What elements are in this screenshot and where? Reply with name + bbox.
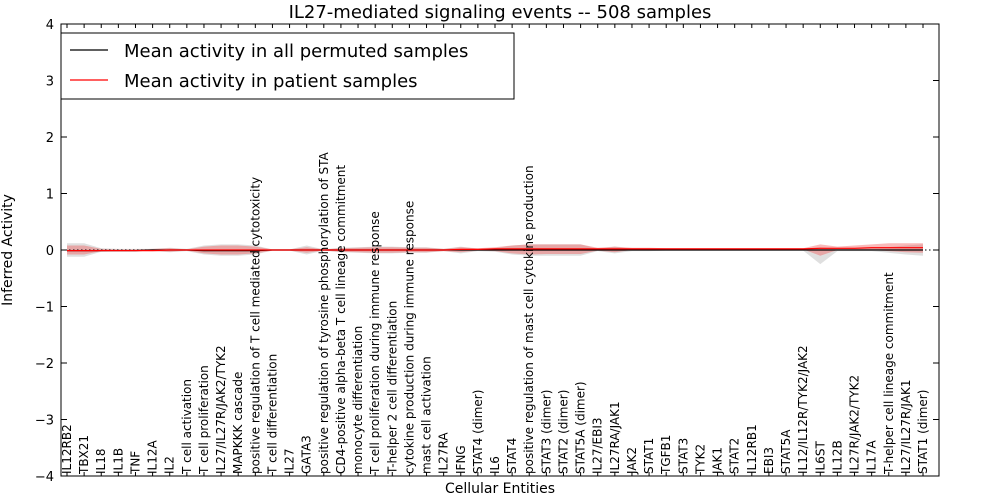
x-category-label: IL17A [865,440,879,474]
legend-label-permuted: Mean activity in all permuted samples [124,41,468,62]
x-category-label: IL6 [488,456,502,474]
x-category-label: IL12B [830,440,844,474]
x-category-label: IL12RB1 [745,424,759,474]
x-category-label: IL27/IL27R/JAK1 [899,380,913,474]
x-category-label: IL12RB2 [60,424,74,474]
x-category-label: STAT2 (dimer) [557,390,571,474]
x-category-label: IL12/IL12R/TYK2/JAK2 [796,345,810,474]
x-category-label: T-helper cell lineage commitment [882,272,896,475]
y-tick-label: 3 [46,75,54,90]
x-category-label: IL27/IL27R/JAK2/TYK2 [214,345,228,474]
x-category-label: STAT4 [505,438,519,474]
x-category-label: STAT2 [728,438,742,474]
x-category-label: TGFB1 [659,435,673,475]
y-tick-label: −2 [35,357,54,372]
x-axis-label: Cellular Entities [445,481,555,497]
x-category-label: IL18 [94,449,108,475]
y-tick-label: 1 [46,188,54,203]
x-category-label: T cell proliferation during immune respo… [368,211,382,475]
y-axis: −4 −3 −2 −1 0 1 2 3 4 [35,18,939,485]
x-category-label: GATA3 [300,435,314,474]
x-category-label: IL27/EBI3 [591,417,605,474]
x-category-label: STAT1 (dimer) [916,390,930,474]
x-category-label: STAT1 [642,438,656,474]
x-category-label: TYK2 [693,444,707,475]
x-category-label: T cell differentiation [265,354,279,475]
x-category-label: monocyte differentiation [351,326,365,474]
x-category-label: positive regulation of mast cell cytokin… [522,165,536,474]
y-tick-label: 2 [46,131,54,146]
x-category-label: IL1B [111,448,125,474]
x-category-label: STAT3 [676,438,690,474]
x-category-label: JAK1 [711,447,725,475]
x-category-label: STAT3 (dimer) [539,390,553,474]
legend-label-patient: Mean activity in patient samples [124,71,418,92]
series-line-patient [67,247,923,252]
x-category-label: IL27RA [437,432,451,474]
x-category-label: MAPKKK cascade [231,372,245,474]
x-category-label: IL27 [283,449,297,475]
y-tick-label: −4 [35,470,54,485]
y-tick-label: −3 [35,414,54,429]
y-tick-label: −1 [35,301,54,316]
x-category-label: mast cell activation [420,356,434,474]
x-category-label: TNF [129,451,143,475]
x-category-label: T-helper 2 cell differentiation [385,301,399,475]
permuted-spread-band [67,243,923,265]
x-category-label: IL6ST [813,441,827,474]
x-axis: IL12RB2 TBX21 IL18 IL1B TNF IL12A IL2 T cell ac… [60,24,930,476]
x-category-label: STAT5A [779,429,793,474]
y-tick-label: 4 [46,18,54,33]
x-category-label: IL27R/JAK2/TYK2 [848,375,862,474]
x-category-label: T cell activation [180,379,194,475]
legend: Mean activity in all permuted samples Me… [60,32,515,100]
x-category-label: cytokine production during immune respon… [402,201,416,474]
x-category-label: T cell proliferation [197,365,211,475]
x-category-label: positive regulation of tyrosine phosphor… [317,151,331,474]
x-category-label: STAT4 (dimer) [471,390,485,474]
x-category-label: IL27RA/JAK1 [608,401,622,474]
x-category-label: JAK2 [625,447,639,475]
chart-title: IL27-mediated signaling events -- 508 sa… [289,2,712,23]
x-category-label: TBX21 [77,435,91,475]
x-category-label: CD4-positive alpha-beta T cell lineage c… [334,165,348,474]
x-category-label: STAT5A (dimer) [574,381,588,474]
x-category-label: IFNG [454,445,468,474]
y-axis-label: Inferred Activity [0,194,16,306]
legend-box [60,32,515,100]
y-tick-label: 0 [46,244,54,259]
x-category-label: positive regulation of T cell mediated c… [248,177,262,474]
x-category-label: IL12A [146,440,160,474]
x-category-label: EBI3 [762,447,776,474]
plot-area [61,243,939,265]
x-category-label: IL2 [163,456,177,474]
